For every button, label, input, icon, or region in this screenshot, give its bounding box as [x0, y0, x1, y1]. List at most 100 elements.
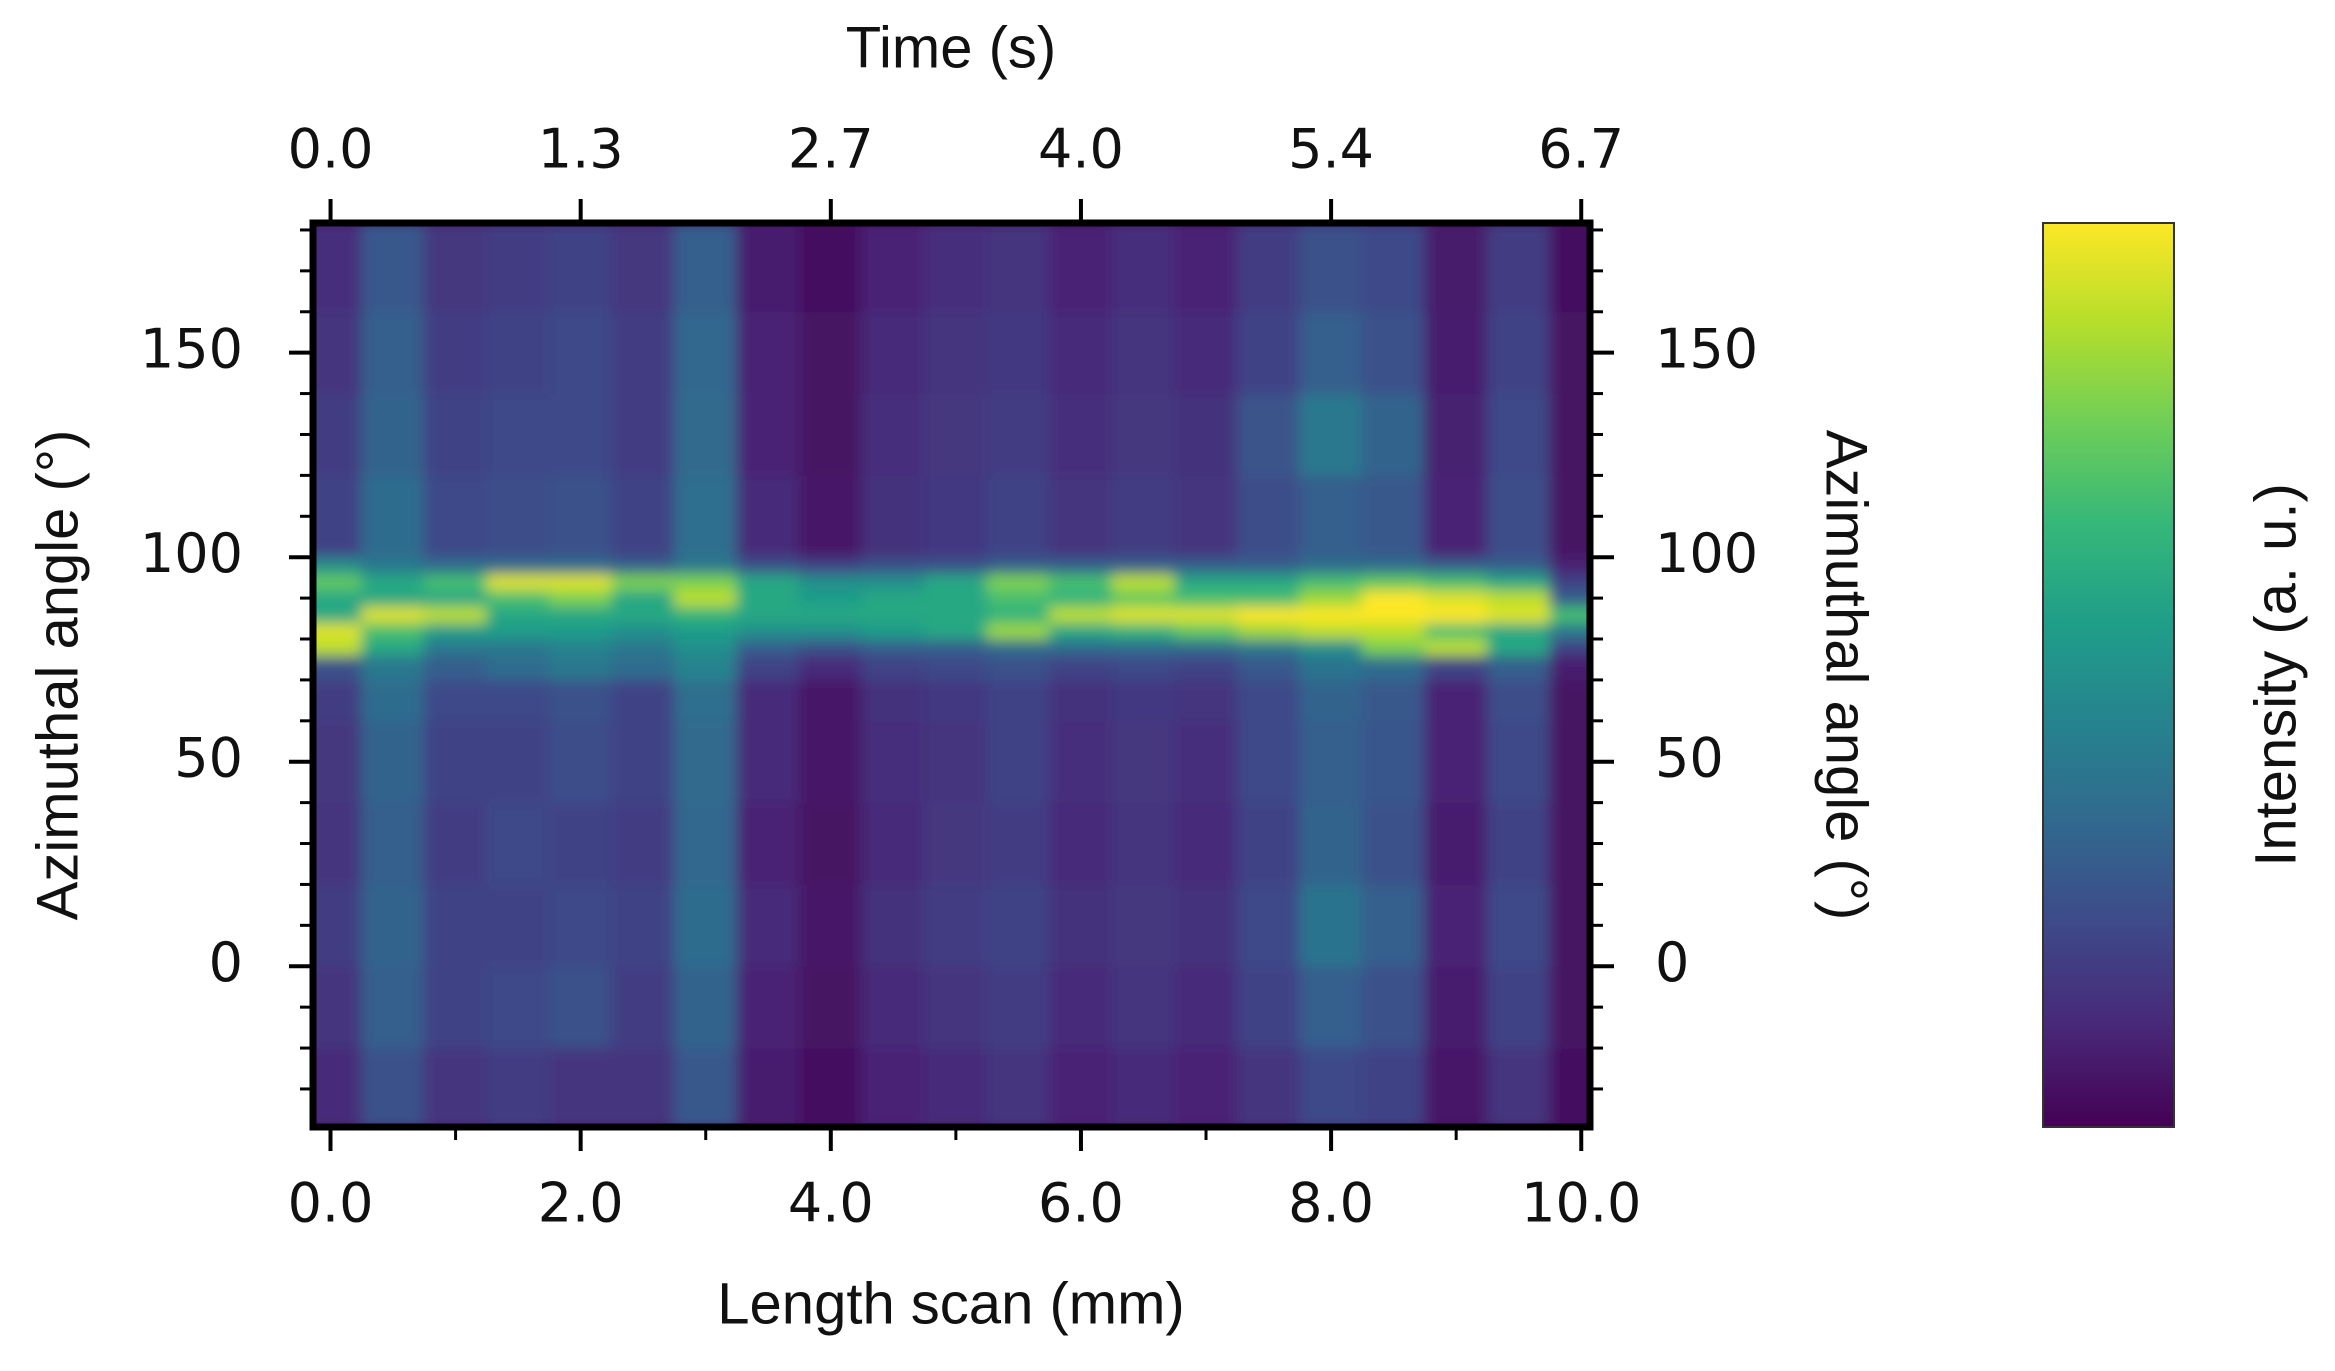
heat-cell — [1049, 556, 1113, 575]
heat-cell — [1299, 720, 1363, 804]
heat-cell — [548, 223, 613, 313]
heat-cell — [1424, 1047, 1488, 1127]
heat-cell — [1049, 720, 1113, 804]
heat-cell — [1549, 622, 1590, 640]
heat-cell — [1174, 622, 1238, 640]
heat-cell — [673, 654, 738, 681]
heat-cell — [736, 638, 801, 656]
heat-cell — [986, 679, 1051, 722]
heat-cell — [1111, 573, 1176, 591]
y2-tick-label: 50 — [1655, 726, 1724, 789]
y2-axis-label: Azimuthal angle (°) — [1814, 430, 1879, 921]
heat-cell — [1486, 556, 1551, 575]
heat-cell — [799, 311, 863, 395]
heat-cell — [861, 393, 926, 476]
heat-cell — [423, 589, 488, 607]
heat-cell — [1299, 573, 1363, 591]
heat-cell — [736, 802, 801, 885]
heat-cell — [1549, 556, 1590, 575]
heat-cell — [799, 556, 863, 575]
heat-cell — [1299, 393, 1363, 476]
heat-cell — [861, 654, 926, 681]
heat-cell — [1361, 720, 1426, 804]
heat-cell — [673, 638, 738, 656]
heat-cell — [861, 589, 926, 607]
heat-cell — [1299, 654, 1363, 681]
heat-cell — [1236, 638, 1301, 656]
heat-cell — [861, 679, 926, 722]
heat-cell — [1299, 223, 1363, 313]
heat-cell — [361, 311, 425, 395]
heat-cell — [313, 311, 363, 395]
heat-cell — [736, 474, 801, 558]
heat-cell — [736, 556, 801, 575]
heat-cell — [1111, 883, 1176, 967]
heat-cell — [313, 589, 363, 607]
heat-cell — [1049, 883, 1113, 967]
heat-cell — [548, 638, 613, 656]
heat-cell — [673, 311, 738, 395]
heat-cell — [313, 393, 363, 476]
heat-cell — [861, 556, 926, 575]
heat-cell — [736, 720, 801, 804]
heat-cell — [1361, 638, 1426, 656]
heat-cell — [799, 605, 863, 624]
heat-cell — [486, 556, 550, 575]
heat-cell — [1361, 679, 1426, 722]
y-axis-label: Azimuthal angle (°) — [25, 430, 90, 921]
heat-cell — [1361, 802, 1426, 885]
heat-cell — [673, 1047, 738, 1127]
heat-cell — [1111, 720, 1176, 804]
heat-cell — [423, 605, 488, 624]
heat-cell — [611, 802, 675, 885]
heat-cell — [486, 679, 550, 722]
heat-cell — [1486, 679, 1551, 722]
heat-cell — [313, 605, 363, 624]
heat-cell — [423, 393, 488, 476]
heat-cell — [548, 1047, 613, 1127]
heat-cell — [1174, 573, 1238, 591]
heat-cell — [611, 679, 675, 722]
y-tick-label: 50 — [174, 726, 243, 789]
heat-cell — [1299, 605, 1363, 624]
heat-cell — [1486, 311, 1551, 395]
heat-cell — [799, 1047, 863, 1127]
heat-cell — [1174, 605, 1238, 624]
heat-cell — [1236, 679, 1301, 722]
heat-cell — [1049, 654, 1113, 681]
heat-cell — [1111, 802, 1176, 885]
heat-cell — [313, 802, 363, 885]
heat-cell — [1549, 589, 1590, 607]
heat-cell — [611, 556, 675, 575]
heat-cell — [924, 393, 988, 476]
heat-cell — [486, 622, 550, 640]
x-tick-label: 2.0 — [538, 1172, 624, 1235]
heat-cell — [1424, 556, 1488, 575]
heat-cell — [611, 311, 675, 395]
heat-cell — [986, 622, 1051, 640]
heat-cell — [1049, 589, 1113, 607]
x2-tick-label: 5.4 — [1288, 118, 1374, 181]
heat-cell — [1549, 679, 1590, 722]
heat-cell — [673, 679, 738, 722]
heat-cell — [1299, 965, 1363, 1049]
heat-cell — [736, 679, 801, 722]
heat-cell — [1111, 679, 1176, 722]
heat-cell — [924, 638, 988, 656]
heat-cell — [313, 679, 363, 722]
heat-cell — [313, 654, 363, 681]
heat-cell — [1111, 393, 1176, 476]
heat-cell — [1236, 223, 1301, 313]
heat-cell — [736, 393, 801, 476]
heat-cell — [548, 573, 613, 591]
heat-cell — [548, 679, 613, 722]
y-tick-label: 0 — [209, 931, 243, 994]
heat-cell — [1361, 883, 1426, 967]
heat-cell — [1361, 622, 1426, 640]
heat-cell — [986, 965, 1051, 1049]
heat-cell — [1049, 622, 1113, 640]
heat-cell — [1361, 573, 1426, 591]
heat-cell — [1361, 1047, 1426, 1127]
heat-cell — [736, 605, 801, 624]
heat-cell — [1111, 605, 1176, 624]
